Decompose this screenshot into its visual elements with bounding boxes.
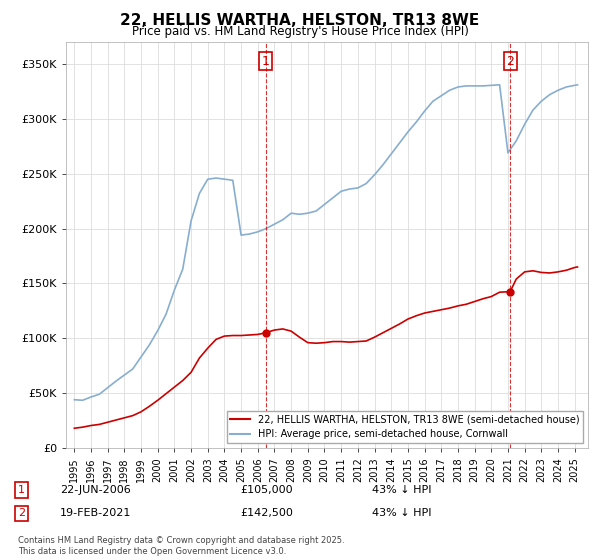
Text: 2: 2	[506, 55, 514, 68]
Text: Price paid vs. HM Land Registry's House Price Index (HPI): Price paid vs. HM Land Registry's House …	[131, 25, 469, 38]
Text: 19-FEB-2021: 19-FEB-2021	[60, 508, 131, 519]
Text: 22, HELLIS WARTHA, HELSTON, TR13 8WE: 22, HELLIS WARTHA, HELSTON, TR13 8WE	[121, 13, 479, 28]
Text: 1: 1	[18, 485, 25, 495]
Text: £142,500: £142,500	[240, 508, 293, 519]
Legend: 22, HELLIS WARTHA, HELSTON, TR13 8WE (semi-detached house), HPI: Average price, : 22, HELLIS WARTHA, HELSTON, TR13 8WE (se…	[227, 410, 583, 443]
Text: £105,000: £105,000	[240, 485, 293, 495]
Text: 43% ↓ HPI: 43% ↓ HPI	[372, 508, 431, 519]
Text: Contains HM Land Registry data © Crown copyright and database right 2025.
This d: Contains HM Land Registry data © Crown c…	[18, 536, 344, 556]
Text: 22-JUN-2006: 22-JUN-2006	[60, 485, 131, 495]
Text: 2: 2	[18, 508, 25, 519]
Text: 1: 1	[262, 55, 269, 68]
Text: 43% ↓ HPI: 43% ↓ HPI	[372, 485, 431, 495]
